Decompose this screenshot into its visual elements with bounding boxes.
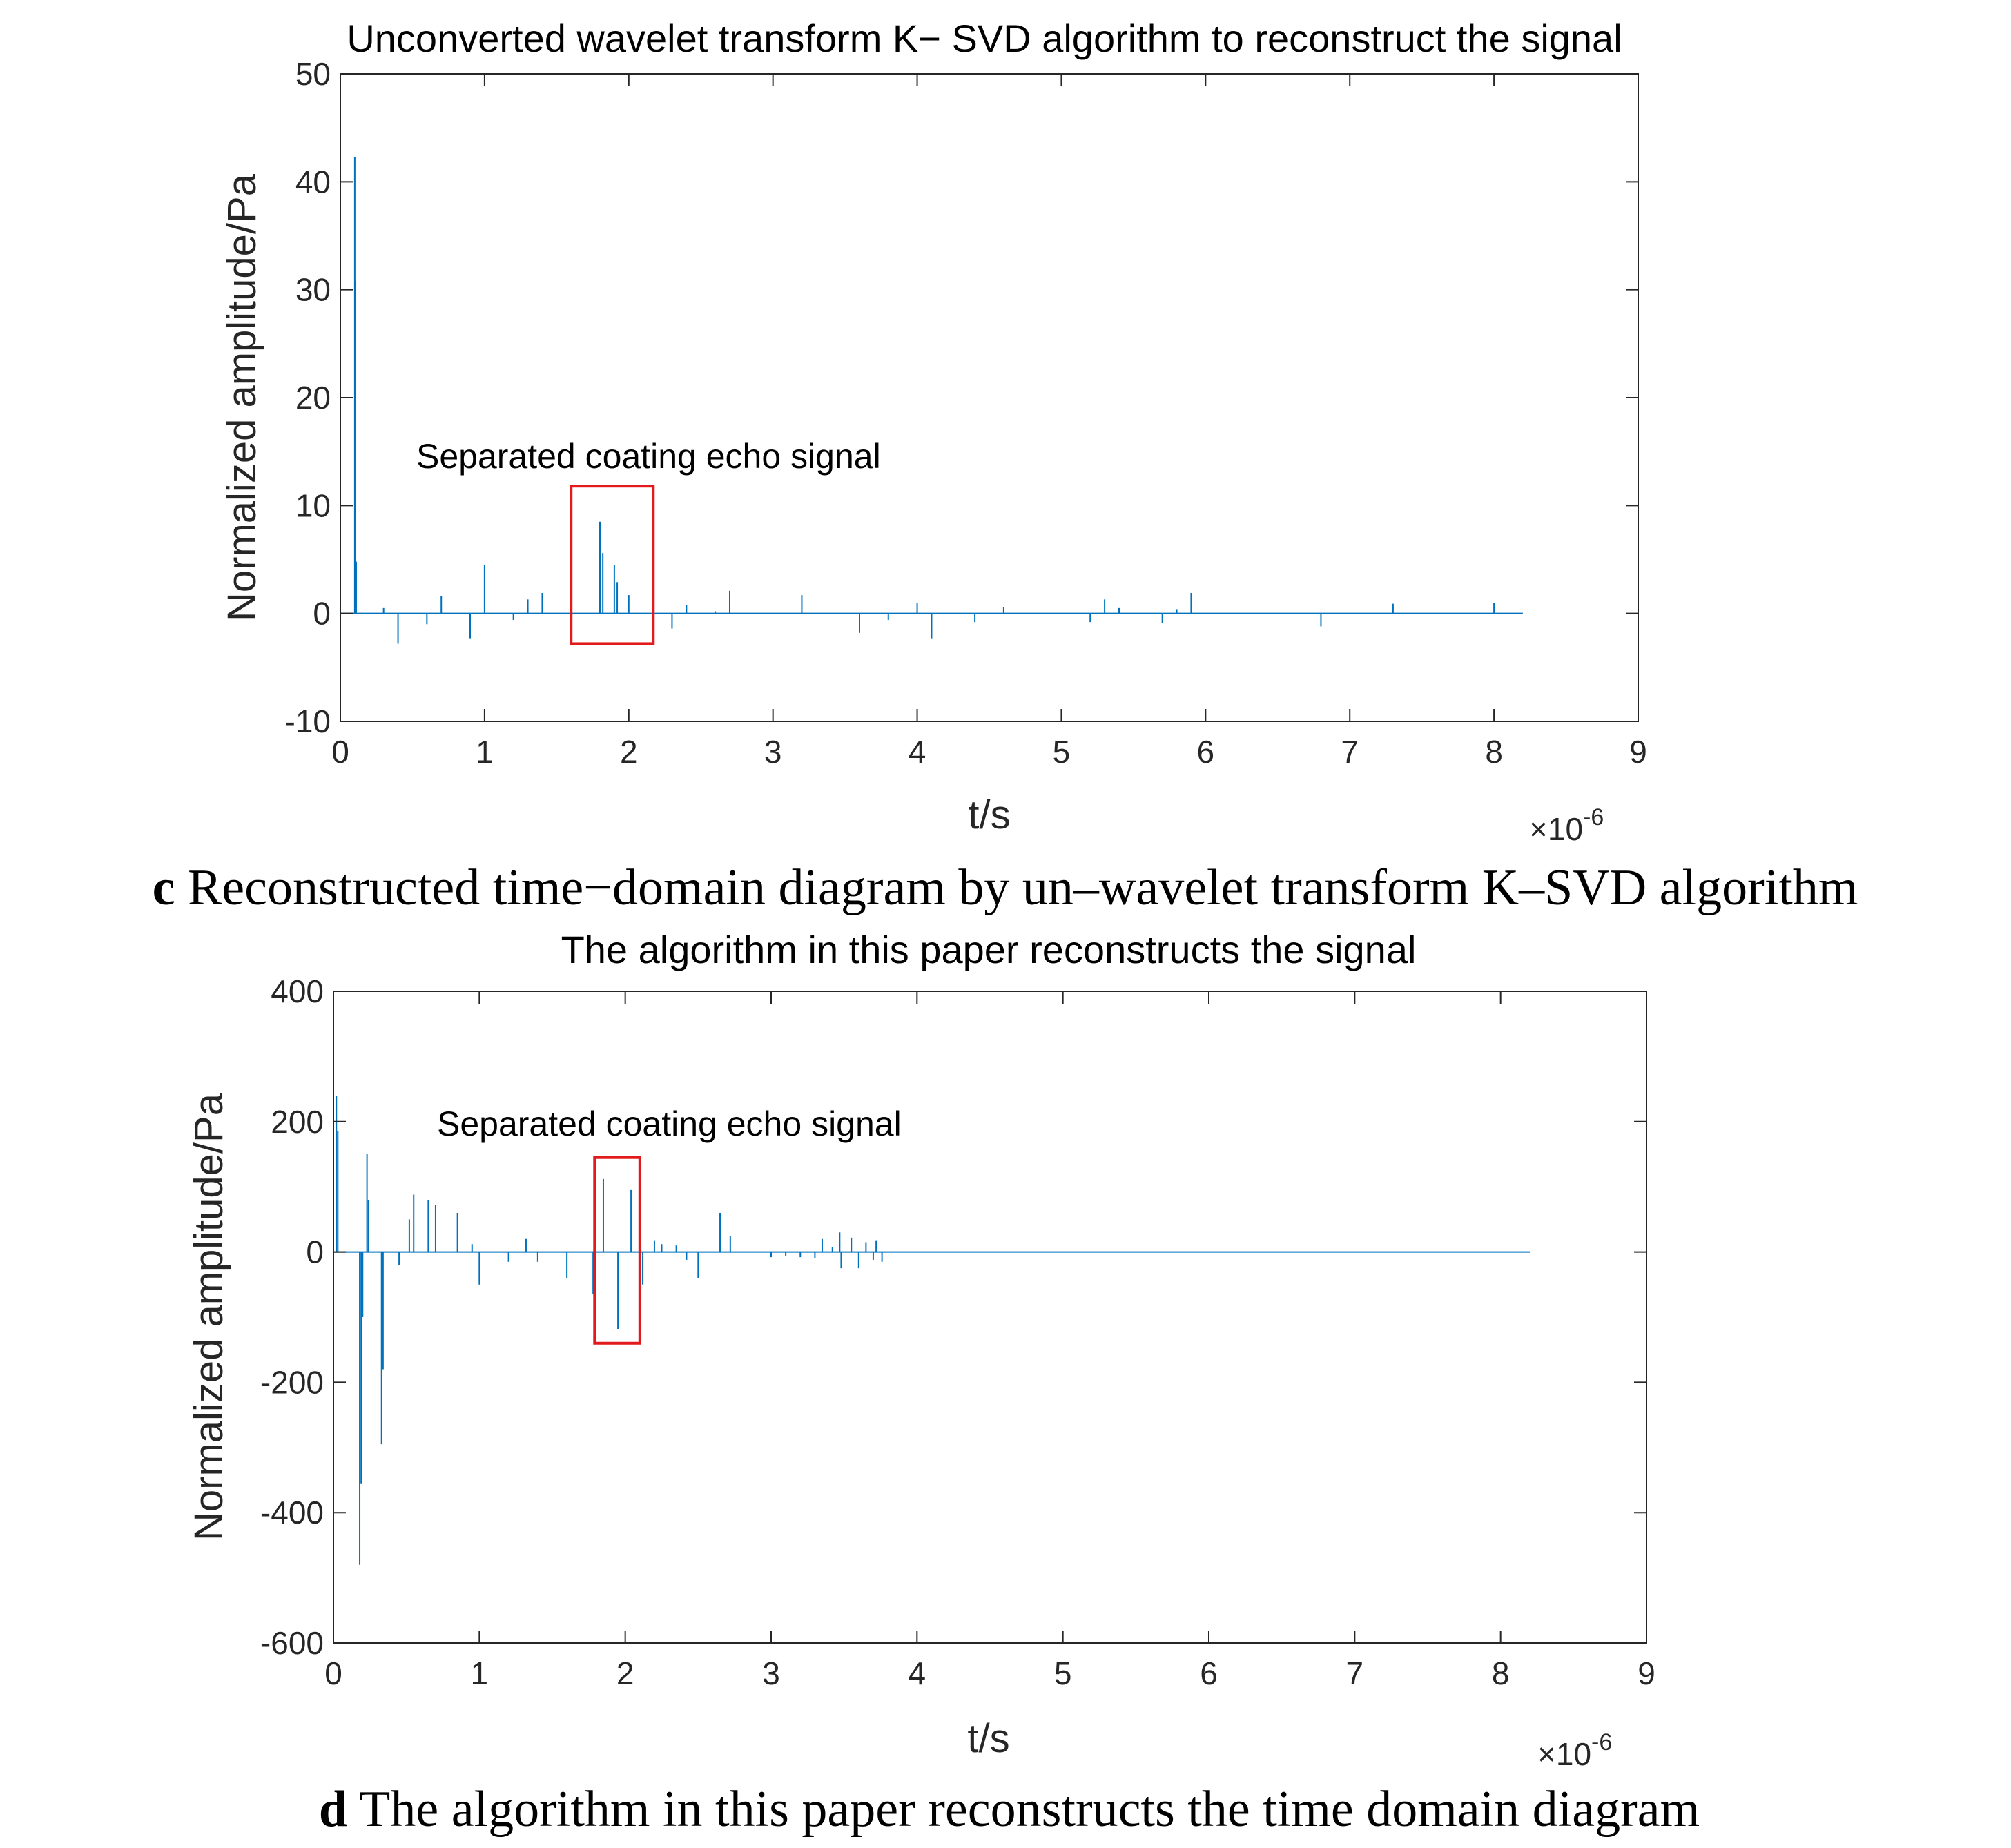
x-tick-label: 4 [909, 734, 926, 770]
y-tick-label: -200 [260, 1364, 324, 1400]
annotation-box [593, 1156, 641, 1345]
y-tick-label: 50 [295, 56, 331, 92]
annotation-label: Separated coating echo signal [416, 437, 881, 476]
chart-panel-c: Unconverted wavelet transform K− SVD alg… [153, 17, 1858, 916]
y-tick-label: 400 [271, 973, 324, 1009]
y-tick-label: -600 [260, 1625, 324, 1661]
x-tick-label: 2 [616, 1655, 634, 1691]
y-tick-label: 200 [271, 1104, 324, 1140]
y-tick-label: -10 [285, 703, 331, 739]
y-tick-label: 20 [295, 380, 331, 416]
chart-panel-d: The algorithm in this paper reconstructs… [186, 928, 1700, 1838]
x-axis: 0 1 2 3 4 5 6 7 8 9 [324, 991, 1655, 1691]
x-tick-label: 3 [764, 734, 782, 770]
y-tick-label: 0 [306, 1234, 324, 1270]
annotation-box [570, 485, 655, 645]
y-tick-label: 0 [313, 596, 331, 632]
y-axis: -600 -400 -200 0 200 400 [260, 973, 1646, 1661]
y-tick-label: 10 [295, 487, 331, 523]
x-axis-label: t/s [967, 1716, 1009, 1761]
caption: c Reconstructed time−domain diagram by u… [153, 859, 1858, 916]
x-tick-label: 0 [324, 1655, 342, 1691]
caption: d The algorithm in this paper reconstruc… [319, 1781, 1700, 1838]
y-axis: -10 0 10 20 30 40 50 [285, 56, 1638, 739]
annotation-label: Separated coating echo signal [437, 1105, 902, 1143]
x-tick-label: 1 [471, 1655, 489, 1691]
y-tick-label: 40 [295, 164, 331, 200]
x-tick-label: 2 [620, 734, 638, 770]
y-axis-label: Normalized amplitude/Pa [186, 1093, 231, 1541]
x-axis-exponent: ×10-6 [1529, 804, 1604, 847]
x-tick-label: 6 [1197, 734, 1215, 770]
x-tick-label: 1 [476, 734, 494, 770]
x-tick-label: 5 [1053, 734, 1071, 770]
x-tick-label: 9 [1638, 1655, 1655, 1691]
plot-area [340, 157, 1523, 644]
axes-box [333, 991, 1647, 1644]
y-axis-label: Normalized amplitude/Pa [220, 173, 264, 621]
x-tick-label: 5 [1054, 1655, 1072, 1691]
x-tick-label: 4 [909, 1655, 926, 1691]
y-tick-label: -400 [260, 1495, 324, 1530]
y-tick-label: 30 [295, 272, 331, 308]
x-tick-label: 7 [1341, 734, 1359, 770]
axes-box [340, 73, 1639, 722]
x-tick-label: 3 [762, 1655, 780, 1691]
x-tick-label: 8 [1492, 1655, 1510, 1691]
x-tick-label: 9 [1629, 734, 1647, 770]
plot-area [333, 1096, 1530, 1565]
x-tick-label: 8 [1485, 734, 1503, 770]
x-tick-label: 7 [1346, 1655, 1364, 1691]
x-axis-exponent: ×10-6 [1537, 1729, 1612, 1772]
x-tick-label: 0 [331, 734, 349, 770]
x-tick-label: 6 [1200, 1655, 1218, 1691]
chart-title: Unconverted wavelet transform K− SVD alg… [347, 17, 1622, 60]
x-axis-label: t/s [968, 792, 1010, 837]
x-axis: 0 1 2 3 4 5 6 7 8 9 [331, 74, 1647, 770]
chart-title: The algorithm in this paper reconstructs… [561, 928, 1417, 971]
